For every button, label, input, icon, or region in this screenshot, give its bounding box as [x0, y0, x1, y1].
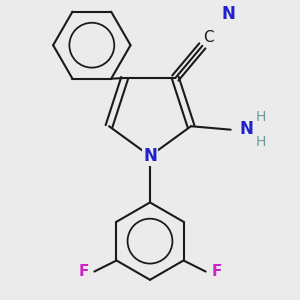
Text: H: H — [256, 110, 266, 124]
Text: H: H — [256, 135, 266, 149]
Text: N: N — [143, 147, 157, 165]
Text: N: N — [222, 5, 236, 23]
Text: N: N — [239, 120, 254, 138]
Text: F: F — [211, 264, 221, 279]
Text: F: F — [79, 264, 89, 279]
Text: C: C — [203, 30, 214, 45]
